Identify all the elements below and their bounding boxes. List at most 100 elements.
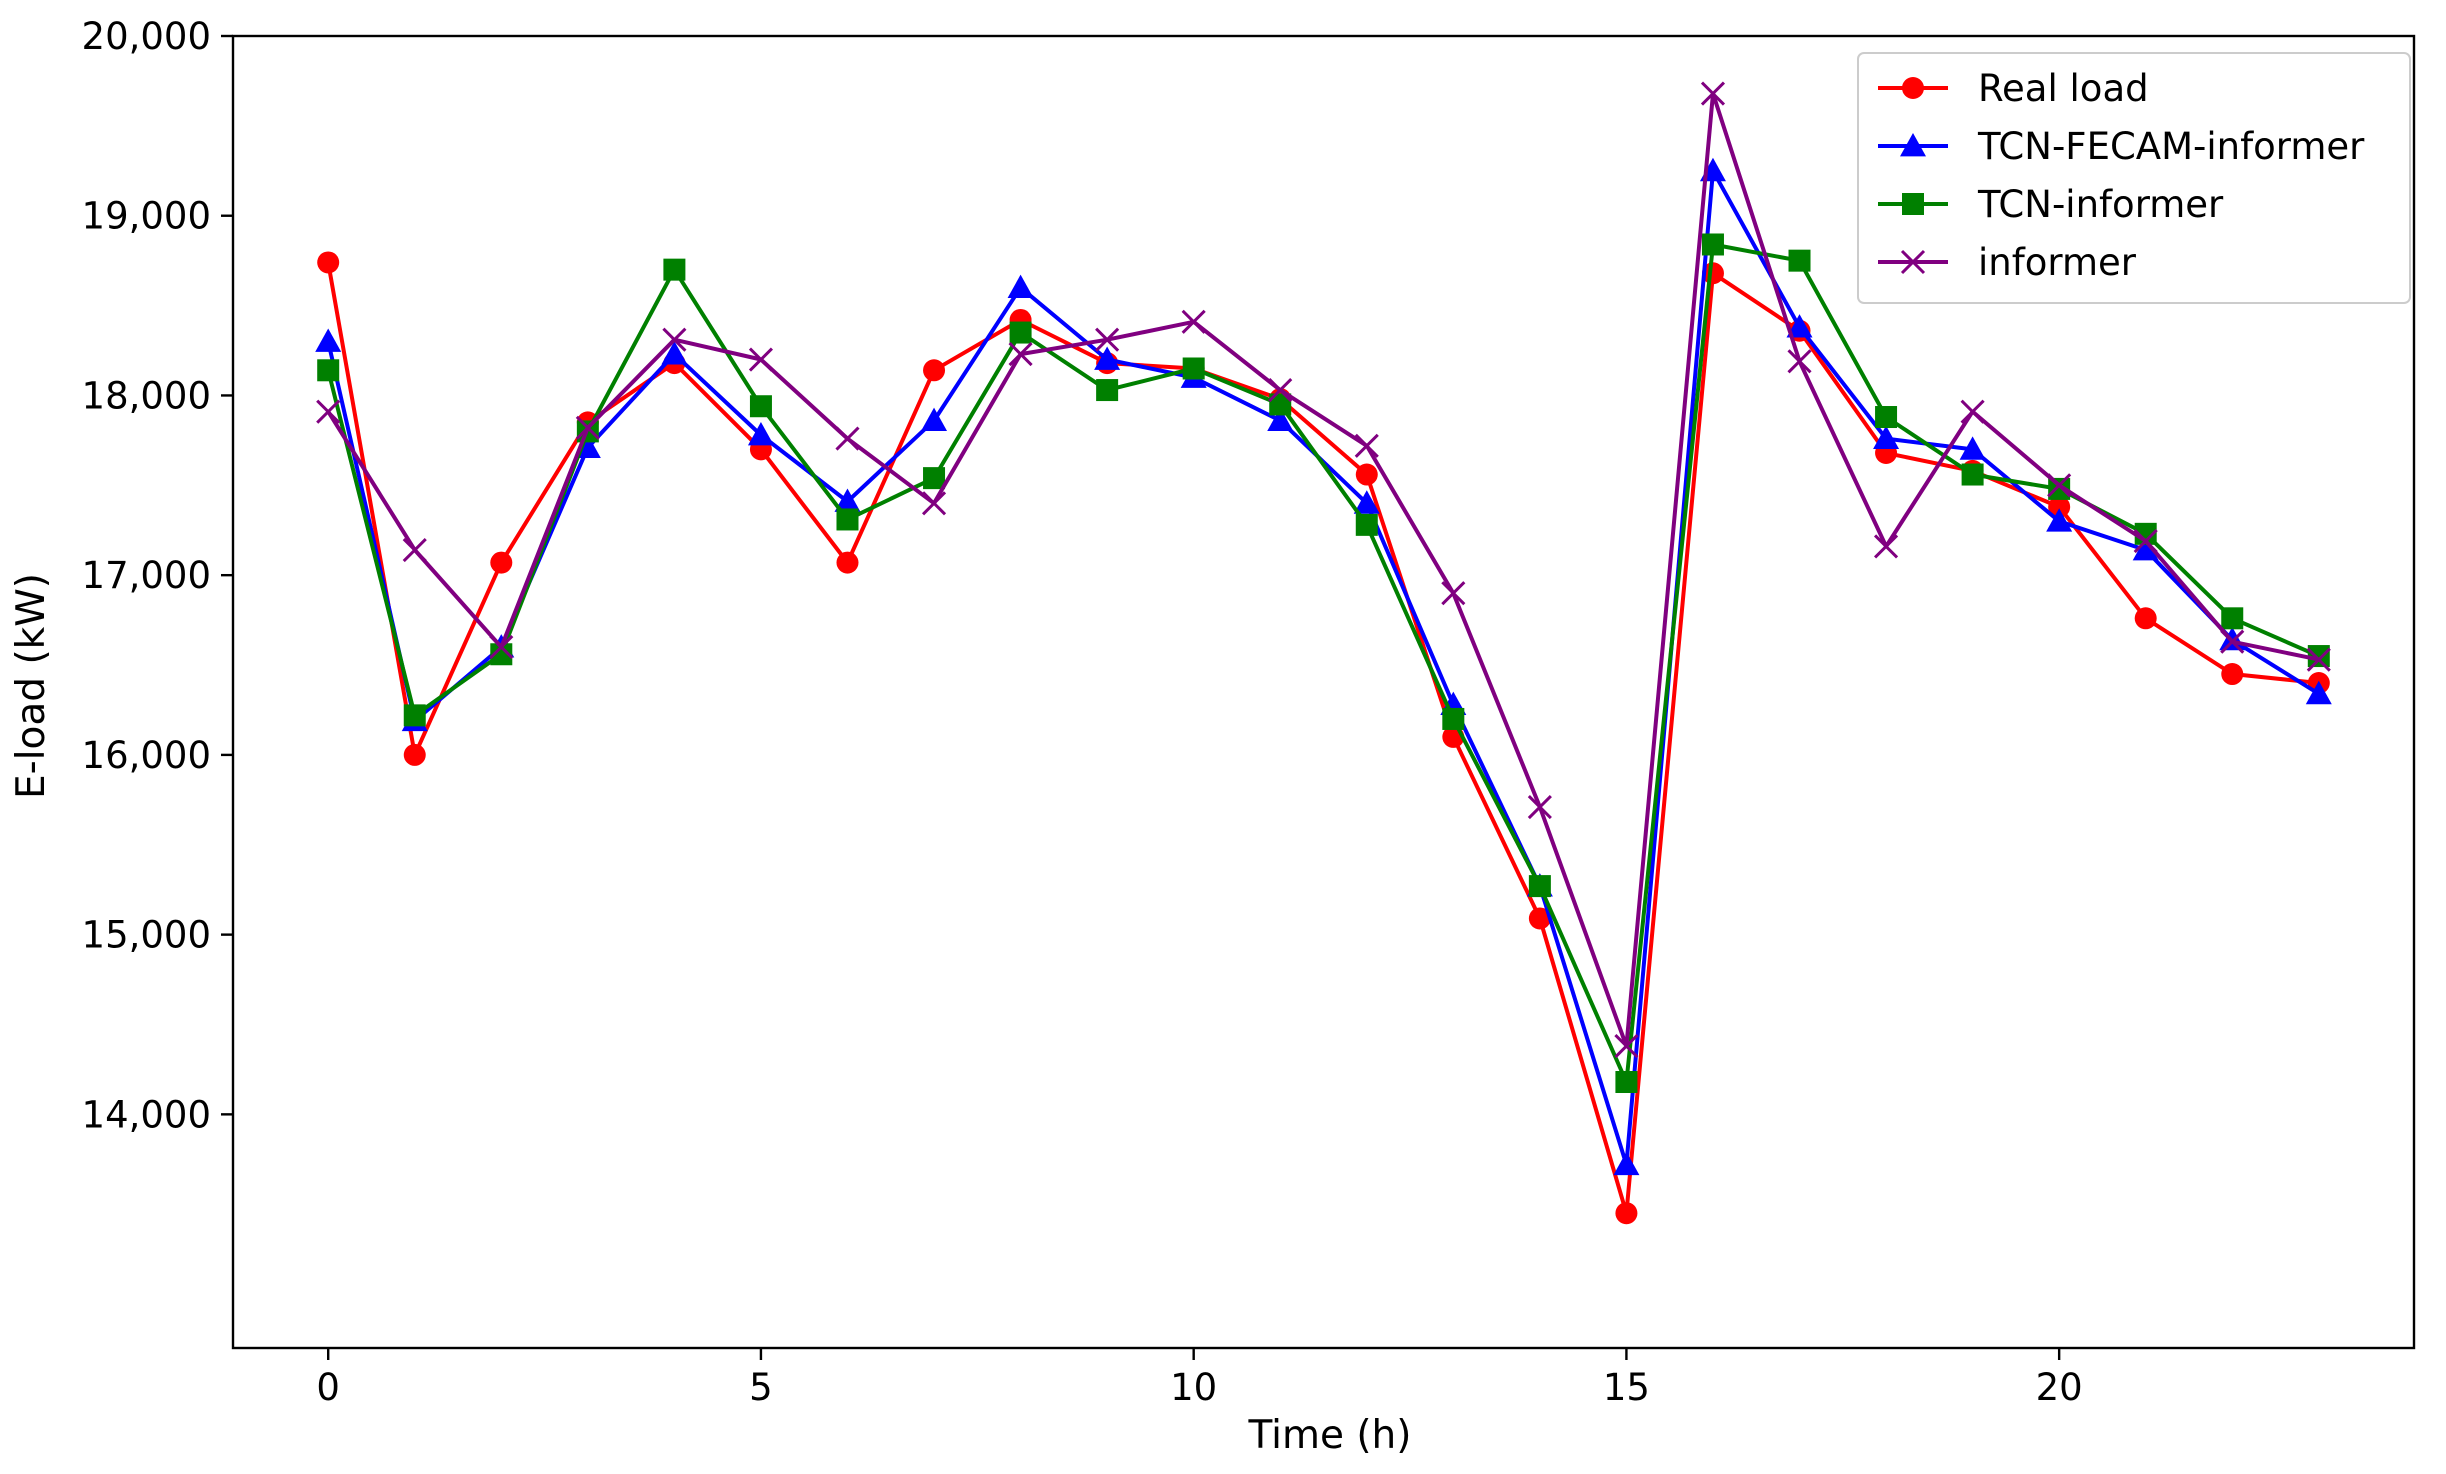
data-point xyxy=(1959,436,1986,460)
data-point xyxy=(747,421,774,446)
data-point xyxy=(1873,425,1900,449)
series-3 xyxy=(317,233,2330,1094)
data-point xyxy=(836,551,859,574)
legend-label: TCN-FECAM-informer xyxy=(1977,125,2365,168)
data-point xyxy=(921,407,948,432)
data-point xyxy=(835,426,860,451)
data-point xyxy=(749,395,772,418)
data-point xyxy=(1700,81,1726,106)
data-point xyxy=(1009,321,1032,344)
data-point xyxy=(1008,342,1033,367)
data-point xyxy=(1615,1202,1638,1225)
legend-marker xyxy=(1900,249,1926,275)
data-point xyxy=(2046,508,2073,532)
data-point xyxy=(1181,309,1206,334)
legend-label: informer xyxy=(1978,241,2137,284)
data-point xyxy=(315,328,342,352)
data-point xyxy=(748,347,774,372)
legend-marker xyxy=(1902,77,1924,99)
series-layer xyxy=(315,81,2332,1225)
data-point xyxy=(1354,433,1379,458)
data-point xyxy=(1615,1071,1638,1094)
data-point xyxy=(2221,607,2244,630)
data-point xyxy=(2221,663,2244,686)
data-point xyxy=(1786,314,1813,338)
x-tick-label: 20 xyxy=(2036,1366,2083,1409)
data-point xyxy=(1182,357,1205,380)
data-point xyxy=(317,251,340,274)
data-point xyxy=(490,551,513,574)
legend-entry: informer xyxy=(1878,241,2137,284)
y-tick-label: 15,000 xyxy=(82,914,211,957)
data-point xyxy=(834,488,861,512)
data-point xyxy=(1441,581,1466,606)
data-point xyxy=(2306,647,2331,672)
series-2 xyxy=(315,157,2332,1176)
data-point xyxy=(836,508,859,531)
data-point xyxy=(923,467,946,490)
data-point xyxy=(1096,379,1119,402)
axes: 0 5 10 15 20 14,000 15,000 16,000 17,000 18,000 19… xyxy=(82,15,2083,1409)
data-point xyxy=(2134,607,2157,630)
data-point xyxy=(402,537,427,563)
series-line xyxy=(326,242,2320,1084)
legend-entry: Real load xyxy=(1878,67,2149,110)
data-point xyxy=(489,635,514,660)
series-line xyxy=(326,168,2320,1167)
plot-frame xyxy=(231,34,2416,1350)
legend-marker xyxy=(1902,193,1924,215)
y-tick-label: 20,000 xyxy=(82,15,211,58)
y-tick-label: 16,000 xyxy=(82,734,211,777)
data-point xyxy=(662,327,687,352)
data-point xyxy=(1613,1151,1640,1176)
data-point xyxy=(2047,473,2072,498)
data-point xyxy=(2048,477,2071,500)
data-point xyxy=(1353,490,1380,514)
data-point xyxy=(1527,794,1552,820)
x-tick-label: 0 xyxy=(316,1366,340,1409)
data-point xyxy=(1442,707,1465,730)
data-point xyxy=(2133,528,2158,554)
data-point xyxy=(1961,463,1984,486)
series-line xyxy=(326,91,2320,1049)
data-point xyxy=(1094,346,1121,370)
legend: Real load TCN-FECAM-informer TCN-informer i… xyxy=(1857,52,2411,304)
legend-label: TCN-informer xyxy=(1977,183,2224,226)
data-point xyxy=(2132,537,2159,561)
data-point xyxy=(1269,393,1292,416)
series-4 xyxy=(316,81,2331,1059)
legend-marker xyxy=(1900,133,1926,157)
data-point xyxy=(2220,629,2245,654)
legend-label: Real load xyxy=(1978,67,2149,110)
x-tick-label: 10 xyxy=(1170,1366,1217,1409)
data-point xyxy=(1614,1033,1639,1059)
data-point xyxy=(575,415,600,440)
y-tick-label: 19,000 xyxy=(82,195,211,238)
plot-area-border xyxy=(231,34,2416,1350)
data-point xyxy=(316,399,341,424)
x-axis-label: Time (h) xyxy=(1248,1413,1412,1458)
legend-entry: TCN-FECAM-informer xyxy=(1878,125,2365,168)
data-point xyxy=(1007,274,1034,299)
data-point xyxy=(2305,680,2332,705)
data-point xyxy=(921,491,947,516)
x-tick-label: 15 xyxy=(1603,1366,1650,1409)
data-point xyxy=(1267,407,1294,432)
legend-box xyxy=(1857,52,2411,304)
data-point xyxy=(2307,645,2330,668)
data-point xyxy=(1701,233,1724,256)
data-point xyxy=(2048,495,2071,518)
y-tick-label: 14,000 xyxy=(82,1093,211,1136)
data-point xyxy=(1355,513,1378,536)
data-point xyxy=(490,643,513,666)
data-point xyxy=(1095,327,1120,352)
y-tick-label: 18,000 xyxy=(82,374,211,417)
data-point xyxy=(1788,249,1811,272)
data-point xyxy=(1960,399,1985,424)
data-point xyxy=(1268,377,1293,403)
y-axis-label: E-load (kW) xyxy=(9,573,54,799)
data-point xyxy=(317,359,340,382)
y-tick-label: 17,000 xyxy=(82,554,211,597)
